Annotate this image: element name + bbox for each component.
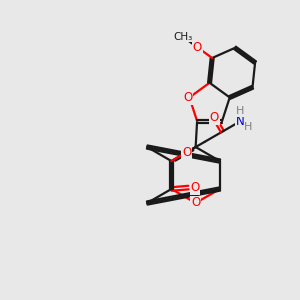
Text: H: H [244, 122, 253, 132]
Text: O: O [190, 181, 200, 194]
Text: CH₃: CH₃ [173, 32, 192, 41]
Text: O: O [210, 111, 219, 124]
Text: O: O [183, 91, 193, 104]
Text: N: N [236, 115, 244, 128]
Text: O: O [191, 196, 200, 209]
Text: O: O [193, 41, 202, 54]
Text: H: H [236, 106, 244, 116]
Text: O: O [182, 146, 191, 159]
